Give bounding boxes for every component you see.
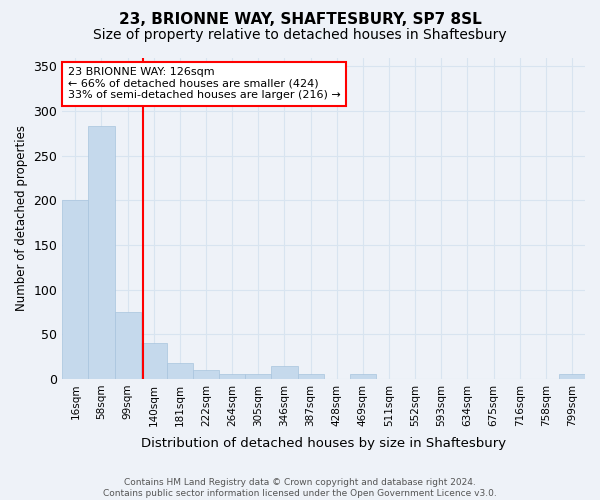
Text: 23, BRIONNE WAY, SHAFTESBURY, SP7 8SL: 23, BRIONNE WAY, SHAFTESBURY, SP7 8SL — [119, 12, 481, 28]
Text: Contains HM Land Registry data © Crown copyright and database right 2024.
Contai: Contains HM Land Registry data © Crown c… — [103, 478, 497, 498]
Bar — [245, 374, 271, 379]
Bar — [167, 363, 193, 379]
Bar — [298, 374, 323, 379]
X-axis label: Distribution of detached houses by size in Shaftesbury: Distribution of detached houses by size … — [141, 437, 506, 450]
Text: 23 BRIONNE WAY: 126sqm
← 66% of detached houses are smaller (424)
33% of semi-de: 23 BRIONNE WAY: 126sqm ← 66% of detached… — [68, 67, 340, 100]
Y-axis label: Number of detached properties: Number of detached properties — [15, 125, 28, 311]
Bar — [271, 366, 298, 379]
Bar — [62, 200, 88, 379]
Bar — [115, 312, 140, 379]
Bar — [88, 126, 115, 379]
Text: Size of property relative to detached houses in Shaftesbury: Size of property relative to detached ho… — [93, 28, 507, 42]
Bar — [559, 374, 585, 379]
Bar — [219, 374, 245, 379]
Bar — [140, 343, 167, 379]
Bar — [350, 374, 376, 379]
Bar — [193, 370, 219, 379]
